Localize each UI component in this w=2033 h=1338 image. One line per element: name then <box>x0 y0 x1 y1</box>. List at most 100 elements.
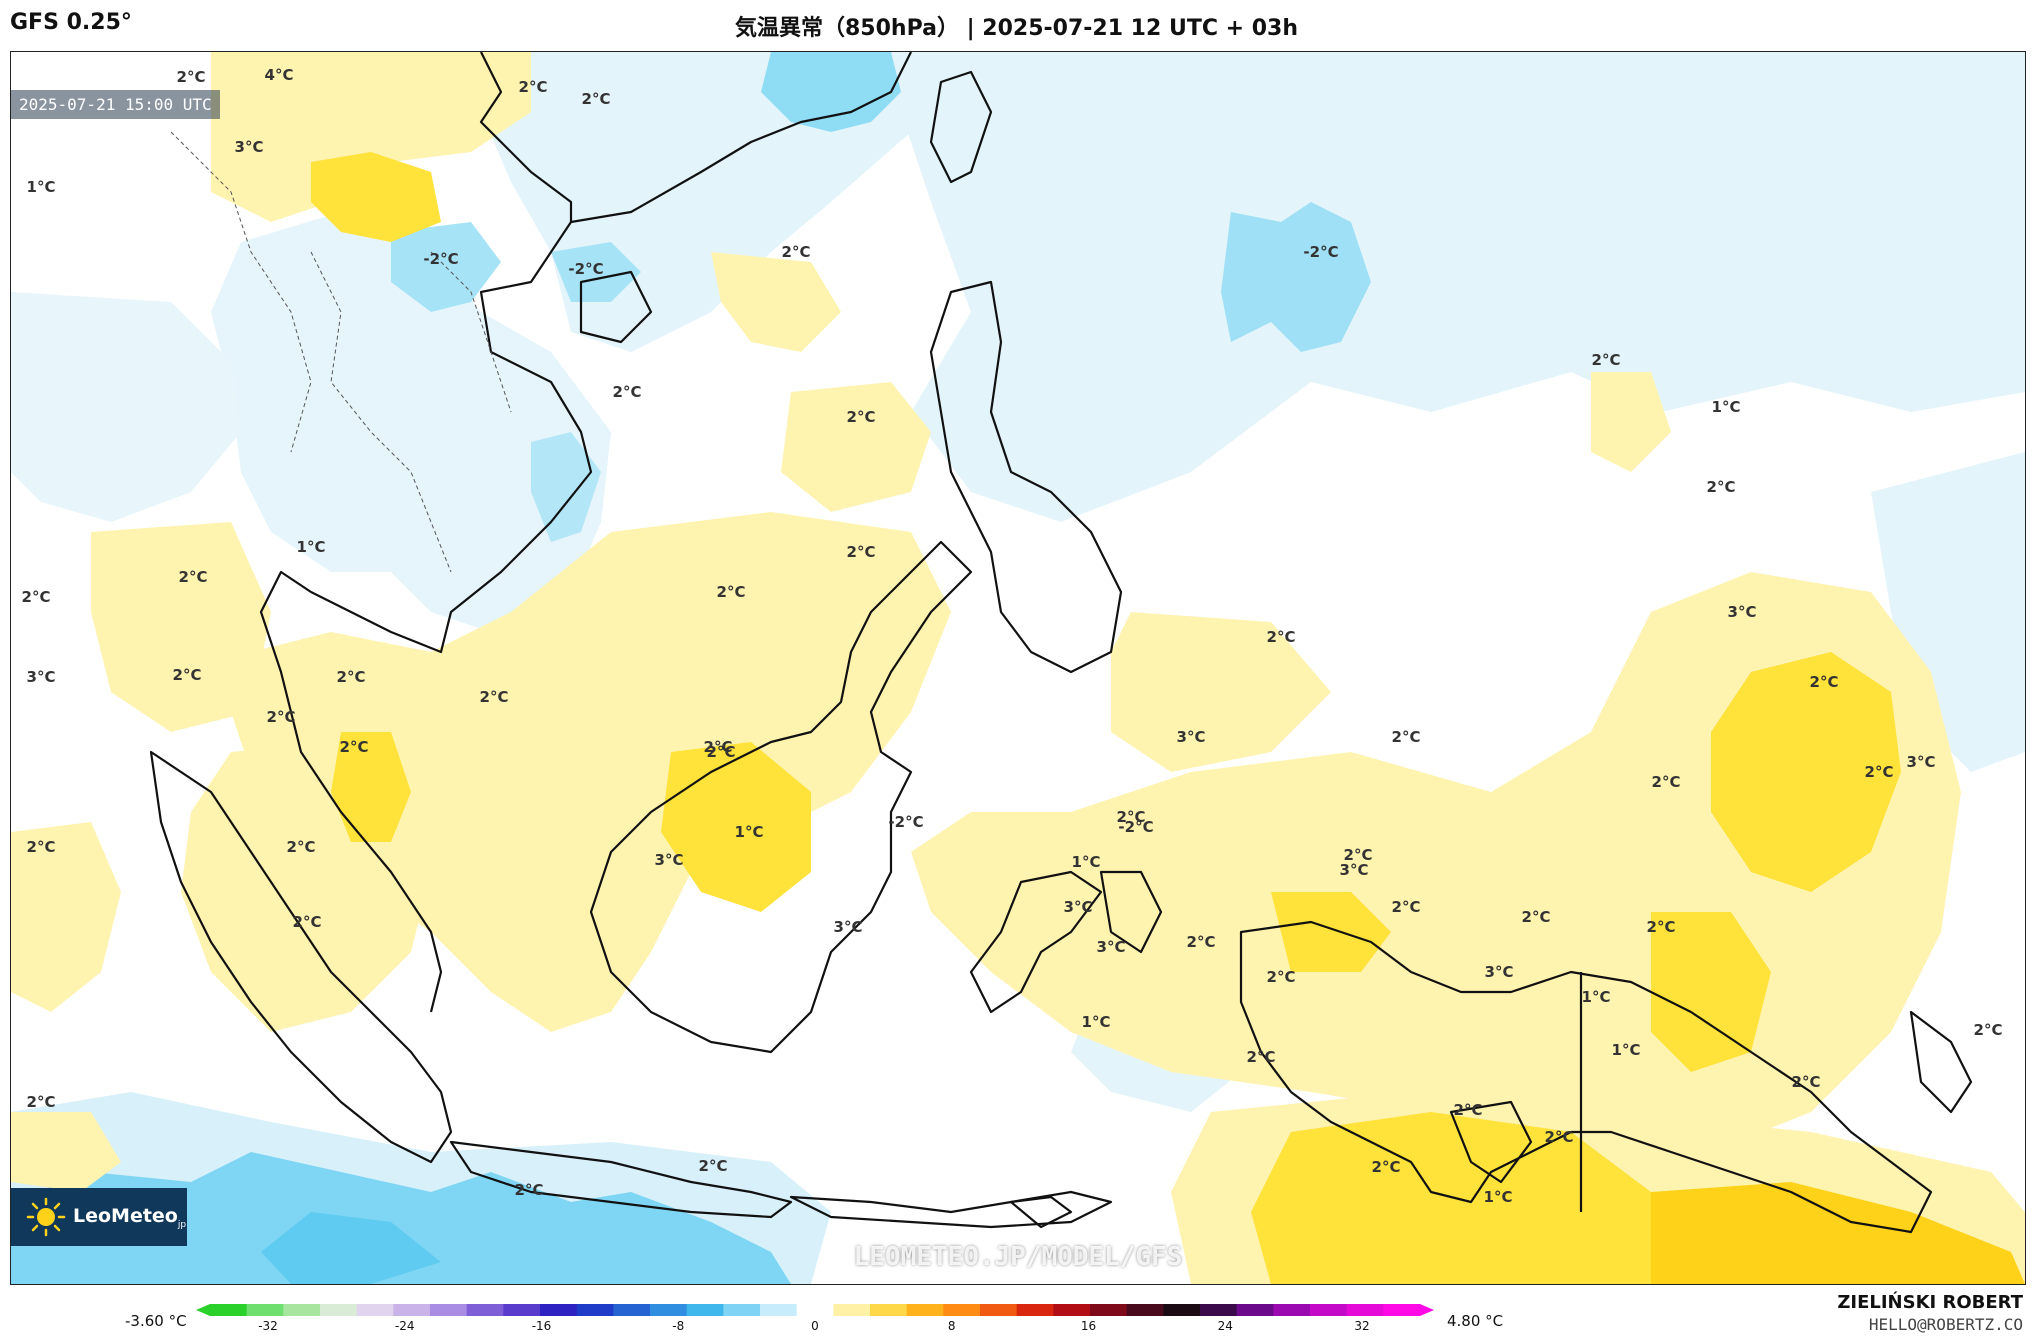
anomaly-label: 3°C <box>27 668 56 686</box>
colorbar-cell <box>1273 1304 1311 1316</box>
anomaly-label: 1°C <box>1582 988 1611 1006</box>
hot-anomaly-regions <box>311 152 2025 1284</box>
anomaly-label: 2°C <box>519 78 548 96</box>
colorbar-cell <box>1163 1304 1201 1316</box>
anomaly-label: 2°C <box>1344 846 1373 864</box>
colorbar-cell <box>1126 1304 1164 1316</box>
anomaly-label: 1°C <box>1072 853 1101 871</box>
anomaly-label: -2°C <box>1303 243 1338 261</box>
colorbar-cell <box>613 1304 651 1316</box>
colorbar-cells <box>196 1304 1434 1316</box>
colorbar-tick-label: 32 <box>1354 1319 1369 1333</box>
anomaly-label: 2°C <box>1974 1021 2003 1039</box>
colorbar-cell <box>283 1304 321 1316</box>
anomaly-label: 2°C <box>1707 478 1736 496</box>
colorbar-cell <box>1090 1304 1128 1316</box>
logo-text: LeoMeteojp <box>73 1204 187 1230</box>
anomaly-label: 2°C <box>22 588 51 606</box>
colorbar-area: -3.60 °C -32 -24 -16 -8 0 8 16 24 32 4.80 °C ZIE… <box>0 1286 2033 1338</box>
colorbar-tick-label: -32 <box>258 1319 278 1333</box>
cold-anomaly-regions <box>11 52 1371 1284</box>
map-canvas[interactable]: 2°C 4°C 2°C 3°C 1°C 2°C -2°C -2°C 2°C -2°C 2°C 2°C 1… <box>11 52 2025 1284</box>
colorbar-cell <box>650 1304 688 1316</box>
anomaly-label: 2°C <box>480 688 509 706</box>
anomaly-label: 2°C <box>27 838 56 856</box>
anomaly-label: 2°C <box>1372 1158 1401 1176</box>
leometeo-logo[interactable]: LeoMeteojp <box>11 1188 187 1246</box>
anomaly-labels: 2°C 4°C 2°C 3°C 1°C 2°C -2°C -2°C 2°C -2°C 2°C 2°C 1… <box>22 66 2003 1206</box>
header: GFS 0.25° 気温異常（850hPa） | 2025-07-21 12 U… <box>0 0 2033 50</box>
colorbar-cell <box>1016 1304 1054 1316</box>
anomaly-label: 2°C <box>293 913 322 931</box>
colorbar-cell <box>906 1304 944 1316</box>
anomaly-label: 1°C <box>1082 1013 1111 1031</box>
colorbar-cell <box>1053 1304 1091 1316</box>
coastlines <box>149 52 1973 1234</box>
colorbar-cell <box>686 1304 724 1316</box>
colorbar-min-extend <box>196 1304 210 1316</box>
colorbar-cell <box>503 1304 541 1316</box>
colorbar-tick-label: -24 <box>395 1319 415 1333</box>
colorbar-cell <box>833 1304 871 1316</box>
colorbar-cell <box>320 1304 358 1316</box>
anomaly-label: 3°C <box>1097 938 1126 956</box>
colorbar-cell <box>466 1304 504 1316</box>
anomaly-label: 3°C <box>655 851 684 869</box>
colorbar-cell <box>980 1304 1018 1316</box>
colorbar-min-label: -3.60 °C <box>125 1312 187 1330</box>
anomaly-label: 2°C <box>1267 968 1296 986</box>
anomaly-label: 3°C <box>834 918 863 936</box>
sun-icon <box>26 1197 66 1237</box>
anomaly-label: 4°C <box>265 66 294 84</box>
colorbar-cell <box>723 1304 761 1316</box>
colorbar-tick-label: 8 <box>948 1319 956 1333</box>
watermark-url: LEOMETEO.JP/MODEL/GFS <box>853 1242 1183 1272</box>
colorbar-tick-label: 16 <box>1081 1319 1096 1333</box>
model-name: GFS 0.25° <box>10 10 132 35</box>
colorbar-tick-label: -16 <box>532 1319 552 1333</box>
anomaly-label: -2°C <box>1118 818 1153 836</box>
anomaly-label: 2°C <box>613 383 642 401</box>
anomaly-label: 2°C <box>717 583 746 601</box>
anomaly-label: 3°C <box>1907 753 1936 771</box>
anomaly-label: 1°C <box>1712 398 1741 416</box>
anomaly-label: 1°C <box>297 538 326 556</box>
anomaly-label: 2°C <box>1652 773 1681 791</box>
anomaly-label: 2°C <box>27 1093 56 1111</box>
author-email: HELLO@ROBERTZ.CO <box>1868 1315 2023 1334</box>
anomaly-label: 2°C <box>847 543 876 561</box>
anomaly-label: 1°C <box>735 823 764 841</box>
anomaly-label: 2°C <box>173 666 202 684</box>
anomaly-label: -2°C <box>423 250 458 268</box>
anomaly-label: 2°C <box>699 1157 728 1175</box>
anomaly-label: 3°C <box>1485 963 1514 981</box>
anomaly-label: -2°C <box>568 260 603 278</box>
colorbar-tick-label: -8 <box>672 1319 684 1333</box>
colorbar-cell <box>430 1304 468 1316</box>
anomaly-label: 2°C <box>707 743 736 761</box>
anomaly-label: 2°C <box>582 90 611 108</box>
anomaly-label: 2°C <box>1392 898 1421 916</box>
anomaly-label: 2°C <box>1392 728 1421 746</box>
anomaly-label: 1°C <box>1484 1188 1513 1206</box>
chart-title: 気温異常（850hPa） | 2025-07-21 12 UTC + 03h <box>734 16 1299 41</box>
anomaly-label: 2°C <box>1522 908 1551 926</box>
anomaly-label: 2°C <box>1545 1128 1574 1146</box>
colorbar-cell <box>760 1304 798 1316</box>
colorbar-max-label: 4.80 °C <box>1447 1312 1504 1330</box>
anomaly-label: 2°C <box>1454 1101 1483 1119</box>
anomaly-label: 2°C <box>177 68 206 86</box>
colorbar-cell <box>870 1304 908 1316</box>
anomaly-label: 2°C <box>287 838 316 856</box>
colorbar-cell <box>356 1304 394 1316</box>
anomaly-label: -2°C <box>888 813 923 831</box>
colorbar-tick-label: 24 <box>1218 1319 1233 1333</box>
anomaly-label: 2°C <box>1810 673 1839 691</box>
map-frame[interactable]: 2°C 4°C 2°C 3°C 1°C 2°C -2°C -2°C 2°C -2°C 2°C 2°C 1… <box>10 51 2026 1285</box>
colorbar-cell <box>1310 1304 1348 1316</box>
anomaly-label: 2°C <box>179 568 208 586</box>
anomaly-label: 3°C <box>1064 898 1093 916</box>
colorbar-ticks: -32 -24 -16 -8 0 8 16 24 32 <box>258 1319 1369 1333</box>
colorbar-cell <box>576 1304 614 1316</box>
anomaly-label: 2°C <box>340 738 369 756</box>
